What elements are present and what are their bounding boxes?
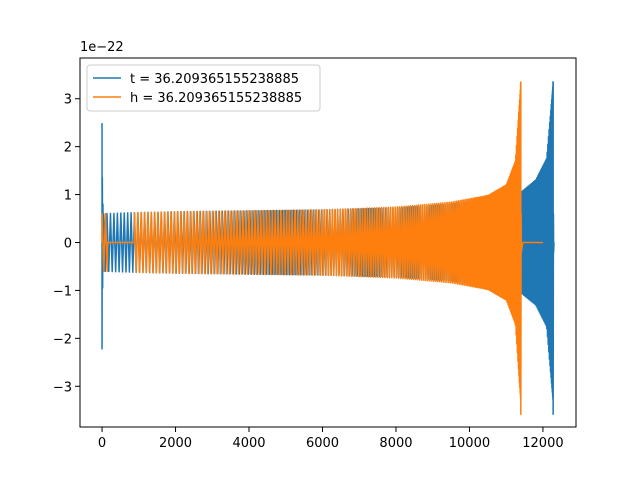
x-tick-label: 10000 xyxy=(449,436,490,451)
y-tick-label: −1 xyxy=(53,284,72,299)
x-axis: 0 2000 4000 6000 8000 10000 12000 xyxy=(98,427,564,451)
x-tick-label: 4000 xyxy=(232,436,265,451)
legend: t = 36.209365155238885 h = 36.2093651552… xyxy=(86,64,321,112)
plot-area xyxy=(101,81,555,416)
y-axis: 3 2 1 0 −1 −2 −3 xyxy=(53,93,80,395)
y-tick-label: 1 xyxy=(64,189,72,204)
y-tick-label: 2 xyxy=(64,141,72,156)
y-tick-label: 3 xyxy=(64,93,72,108)
x-tick-label: 6000 xyxy=(306,436,339,451)
x-tick-label: 2000 xyxy=(159,436,192,451)
x-tick-label: 12000 xyxy=(522,436,563,451)
x-tick-label: 0 xyxy=(98,436,106,451)
x-tick-label: 8000 xyxy=(379,436,412,451)
legend-label-t: t = 36.209365155238885 xyxy=(130,72,299,87)
y-tick-label: −3 xyxy=(53,380,72,395)
y-tick-label: 0 xyxy=(64,237,72,252)
y-tick-label: −2 xyxy=(53,332,72,347)
y-axis-scale-label: 1e−22 xyxy=(80,40,124,55)
legend-label-h: h = 36.209365155238885 xyxy=(130,91,302,106)
legend-box xyxy=(86,64,321,112)
series-line-h xyxy=(101,81,543,416)
